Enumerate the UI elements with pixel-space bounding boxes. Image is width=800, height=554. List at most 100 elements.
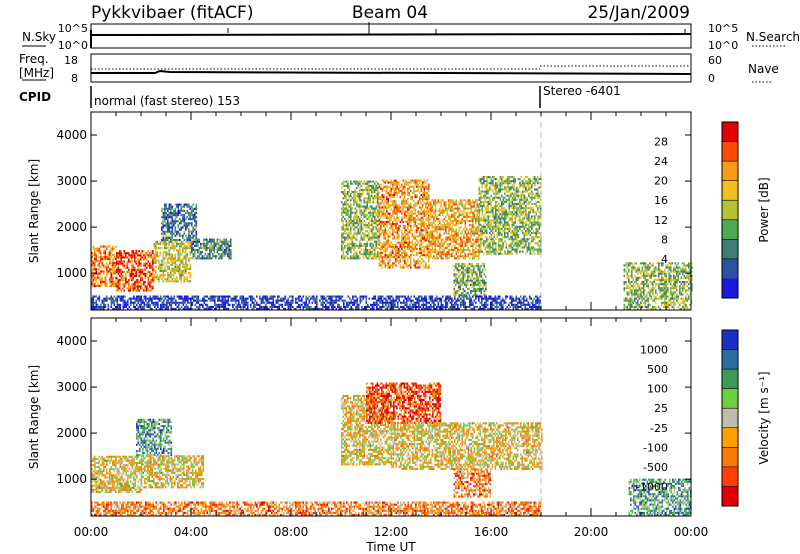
freq-tick-bottom: 8 [71,72,78,85]
data-cell [164,251,166,254]
data-cell [347,209,349,212]
data-cell [469,232,471,235]
data-cell [505,213,508,216]
data-cell [476,205,479,208]
data-cell [472,228,474,231]
data-cell [398,229,400,232]
data-cell [507,234,509,237]
data-cell [528,186,530,189]
data-cell [351,257,354,260]
data-cell [538,250,541,253]
data-cell [117,262,120,265]
data-cell [449,238,452,241]
data-cell [353,211,355,214]
data-cell [473,201,476,204]
data-cell [482,269,484,272]
data-cell [389,216,391,219]
data-cell [150,275,153,278]
data-cell [116,270,118,273]
data-cell [161,269,163,272]
data-cell [467,246,470,249]
data-cell [439,236,441,239]
data-cell [345,211,348,214]
data-cell [525,196,527,199]
data-cell [146,287,148,290]
data-cell [502,188,505,191]
data-cell [443,249,446,252]
data-cell [368,234,370,237]
data-cell [442,211,444,214]
data-cell [109,258,111,261]
data-cell [455,228,458,231]
data-cell [162,263,165,266]
data-cell [170,253,172,256]
data-cell [384,233,387,236]
data-cell [369,180,372,183]
data-cell [109,278,111,281]
data-cell [481,219,484,222]
data-cell [374,222,376,225]
data-cell [416,218,418,221]
data-cell [195,234,198,237]
data-cell [413,204,415,207]
data-cell [425,227,427,230]
data-cell [360,193,363,196]
data-cell [179,253,181,256]
data-cell [401,245,403,248]
data-cell [182,236,184,239]
data-cell [186,247,189,250]
data-cell [119,260,121,263]
data-cell [156,243,159,246]
data-cell [514,188,517,191]
data-cell [504,232,506,235]
data-cell [381,198,384,201]
data-cell [354,195,357,198]
data-cell [389,212,391,215]
data-cell [146,272,148,275]
data-cell [230,238,232,241]
data-cell [486,186,488,189]
data-cell [359,232,361,235]
data-cell [155,269,157,272]
data-cell [467,236,470,239]
data-cell [137,252,139,255]
data-cell [387,256,390,259]
data-cell [140,268,142,271]
data-cell [470,232,473,235]
data-cell [144,268,147,271]
data-cell [398,218,400,221]
data-cell [448,228,450,231]
data-cell [417,252,420,255]
data-cell [445,220,447,223]
data-cell [392,202,394,205]
data-cell [501,240,503,243]
data-cell [182,263,184,266]
data-cell [161,222,163,225]
data-cell [110,299,113,302]
data-cell [100,280,102,283]
data-cell [374,207,376,210]
data-cell [344,230,346,233]
data-cell [137,262,139,265]
data-cell [357,182,360,185]
data-cell [481,213,484,216]
data-cell [505,209,508,212]
data-cell [386,202,388,205]
data-cell [471,290,474,293]
data-cell [153,269,156,272]
data-cell [359,246,361,249]
data-cell [140,297,143,300]
data-cell [520,213,523,216]
data-cell [449,222,452,225]
data-cell [472,201,474,204]
data-cell [170,216,172,219]
data-cell [395,179,397,182]
data-cell [353,180,355,183]
data-cell [454,249,456,252]
data-cell [476,281,478,284]
data-cell [534,217,536,220]
data-cell [150,266,153,269]
data-cell [516,229,518,232]
data-cell [486,184,488,187]
data-cell [383,262,385,265]
